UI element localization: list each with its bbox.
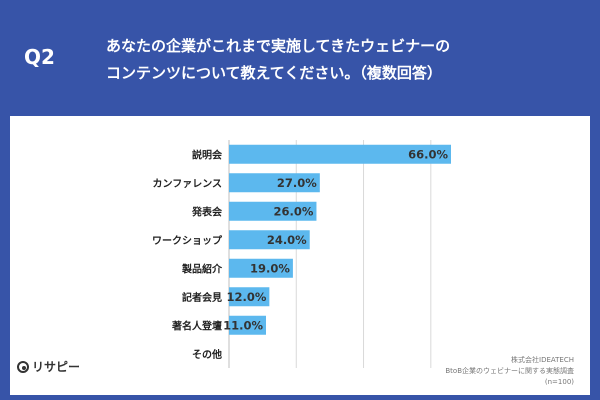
bar-1 [229,173,320,193]
source-company: 株式会社IDEATECH [511,356,574,364]
source-note: 株式会社IDEATECH BtoB企業のウェビナーに関する実態調査 (n=100… [445,355,574,388]
value-label: 12.0% [226,290,266,304]
category-label: 著名人登壇 [171,319,222,332]
bar-0 [229,144,451,164]
category-label: カンファレンス [153,178,223,190]
value-label: 66.0% [408,147,448,161]
source-survey: BtoB企業のウェビナーに関する実態調査 [445,367,574,375]
bar-3 [229,230,310,250]
question-number: Q2 [24,45,55,69]
value-label: 26.0% [274,204,314,218]
question-title: あなたの企業がこれまで実施してきたウェビナーの コンテンツについて教えてください… [106,33,576,87]
pin-circle-icon [17,360,29,373]
value-label: 19.0% [250,261,290,275]
source-sample-size: (n=100) [544,378,574,386]
category-label: 記者会見 [182,291,222,304]
brand-logo-text: リサピー [32,360,81,374]
value-label: 27.0% [277,176,317,190]
question-title-line1: あなたの企業がこれまで実施してきたウェビナーの [106,37,451,55]
value-label: 24.0% [267,233,307,247]
bar-5 [229,287,270,307]
category-label: 製品紹介 [181,262,223,275]
bar-4 [229,258,293,278]
brand-logo: リサピー [17,358,80,375]
question-title-line2: コンテンツについて教えてください。（複数回答） [106,64,442,82]
bar-6 [229,315,266,335]
category-label: 説明会 [192,148,222,161]
category-label: その他 [192,348,222,361]
value-label: 11.0% [223,318,263,332]
bar-2 [229,201,317,221]
category-label: 発表会 [191,205,222,218]
category-label: ワークショップ [152,234,223,247]
